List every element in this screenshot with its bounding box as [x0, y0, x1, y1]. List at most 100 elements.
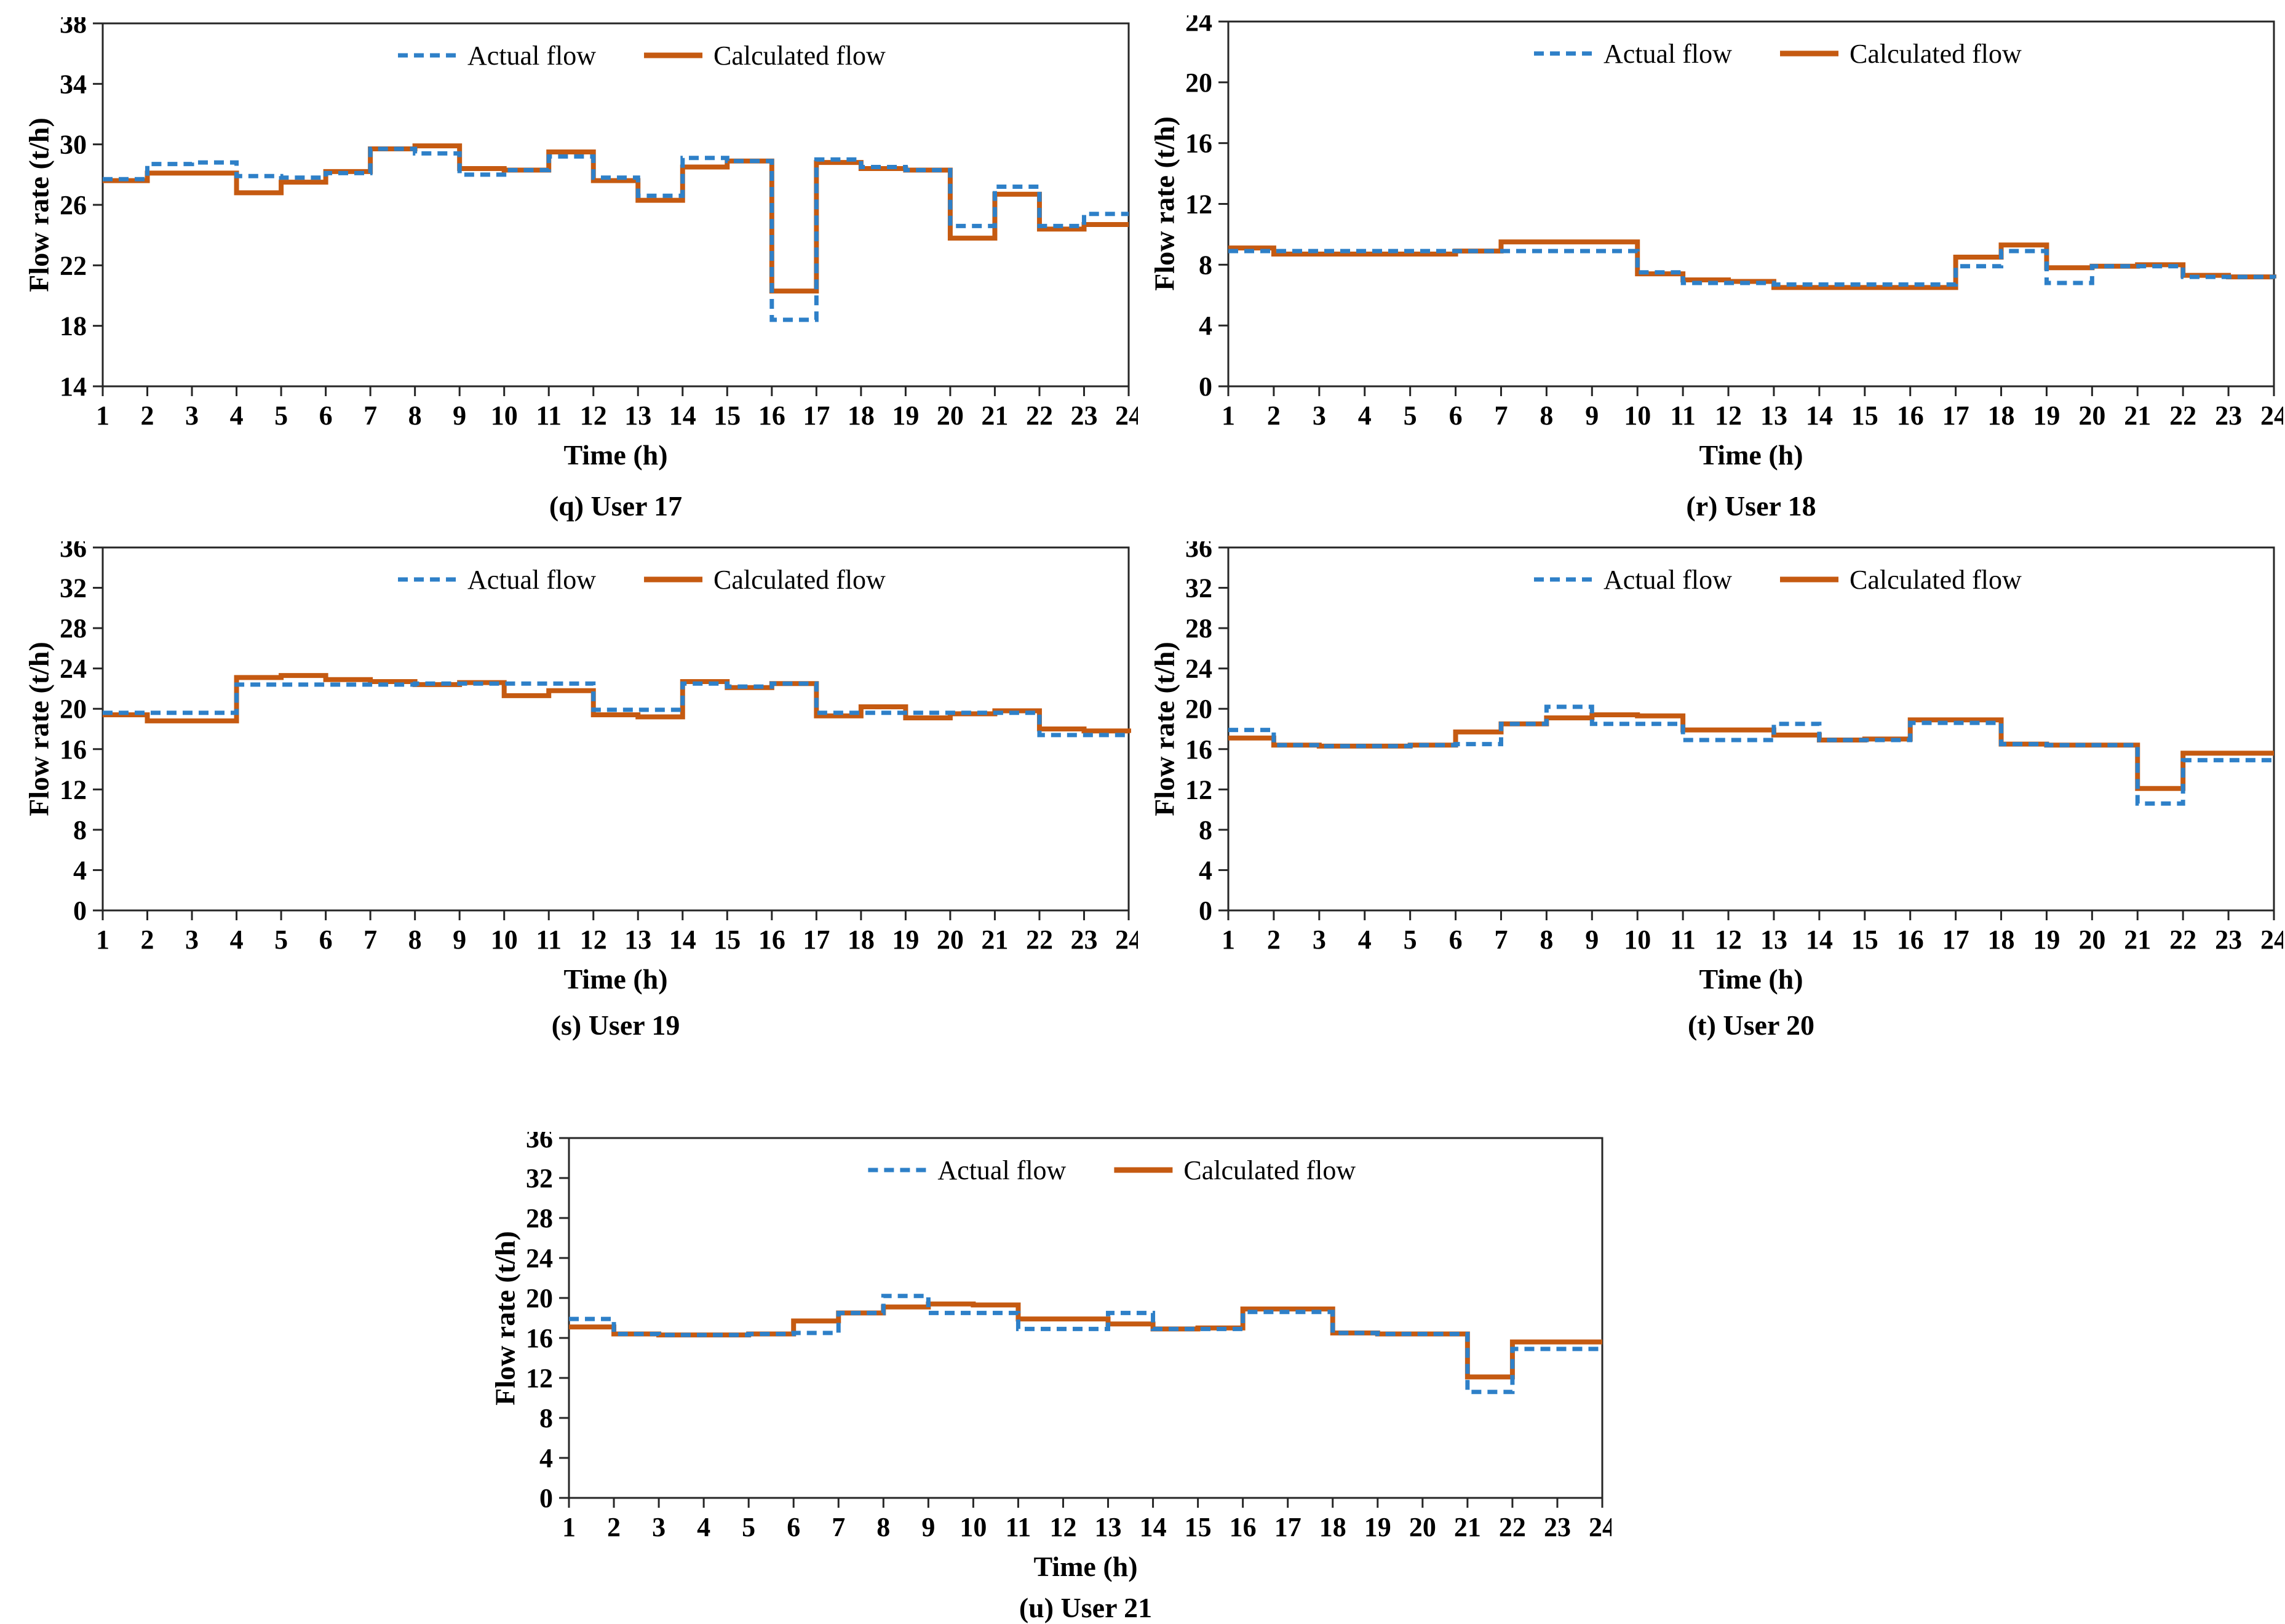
- y-tick-label: 8: [1199, 815, 1212, 845]
- y-tick-label: 20: [1185, 694, 1212, 724]
- x-tick-label: 12: [1715, 400, 1742, 431]
- legend-calculated-label: Calculated flow: [1850, 565, 2022, 595]
- plot-area: [101, 22, 1130, 388]
- x-tick-label: 16: [1897, 925, 1924, 955]
- x-tick-label: 14: [1140, 1512, 1167, 1542]
- x-tick-label: 22: [1026, 925, 1053, 955]
- legend-calculated-label: Calculated flow: [713, 565, 886, 595]
- x-axis-title: Time (h): [563, 439, 668, 471]
- x-axis: 1 2 3 4 5 6 7 8 9 10 11 12 13 14 15 16 17 18 19 20 21 22 23 24: [96, 386, 1138, 431]
- x-tick-label: 18: [1988, 400, 2015, 431]
- x-tick-label: 24: [2260, 400, 2283, 431]
- x-tick-label: 17: [1274, 1512, 1301, 1542]
- x-axis: 1 2 3 4 5 6 7 8 9 10 11 12 13 14 15 16 17 18 19 20 21 22 23 24: [562, 1498, 1611, 1542]
- y-tick-label: 0: [73, 896, 87, 926]
- y-axis: 0 4 8 12 16 20 24 28 32 36: [526, 1132, 569, 1513]
- chart-caption: (t) User 20: [1687, 1009, 1815, 1041]
- x-tick-label: 2: [1267, 400, 1281, 431]
- y-tick-label: 24: [1185, 654, 1212, 684]
- y-tick-label: 0: [539, 1483, 553, 1513]
- x-tick-label: 11: [536, 400, 562, 431]
- x-tick-label: 6: [319, 400, 333, 431]
- x-tick-label: 7: [364, 400, 377, 431]
- x-tick-label: 14: [1806, 925, 1833, 955]
- x-tick-label: 5: [1404, 400, 1417, 431]
- x-tick-label: 6: [319, 925, 333, 955]
- x-tick-label: 13: [1095, 1512, 1122, 1542]
- x-tick-label: 22: [2169, 400, 2196, 431]
- x-tick-label: 12: [580, 400, 607, 431]
- x-tick-label: 20: [937, 400, 964, 431]
- x-tick-label: 15: [1185, 1512, 1212, 1542]
- x-axis: 1 2 3 4 5 6 7 8 9 10 11 12 13 14 15 16 17 18 19 20 21 22 23 24: [1222, 386, 2283, 431]
- actual-flow-line: [1228, 249, 2276, 287]
- x-tick-label: 5: [274, 400, 288, 431]
- chart-user-20: Flow rate (t/h) 0 4 8 12 16 20 24 28 32 36 1 2 3 4 5 6 7…: [1148, 541, 2284, 1041]
- x-tick-label: 1: [1222, 925, 1235, 955]
- y-axis: 0 4 8 12 16 20 24 28 32 36: [60, 541, 103, 926]
- y-tick-label: 4: [73, 855, 87, 885]
- x-axis-title: Time (h): [1033, 1551, 1138, 1582]
- actual-flow-line: [103, 681, 1129, 738]
- x-tick-label: 14: [669, 925, 696, 955]
- chart-caption: (q) User 17: [549, 490, 683, 522]
- x-tick-label: 1: [562, 1512, 576, 1542]
- x-tick-label: 23: [1544, 1512, 1571, 1542]
- y-axis: 0 4 8 12 16 20 24 28 32 36: [1185, 541, 1228, 926]
- x-tick-label: 3: [652, 1512, 666, 1542]
- x-tick-label: 9: [453, 925, 466, 955]
- y-tick-label: 20: [526, 1283, 553, 1313]
- x-tick-label: 4: [1358, 400, 1372, 431]
- x-tick-label: 12: [1049, 1512, 1076, 1542]
- y-tick-label: 36: [1185, 541, 1212, 563]
- x-tick-label: 3: [1313, 400, 1326, 431]
- plot-area: [1227, 20, 2275, 388]
- x-tick-label: 19: [1364, 1512, 1391, 1542]
- y-tick-label: 4: [1199, 311, 1212, 341]
- x-tick-label: 6: [787, 1512, 800, 1542]
- x-tick-label: 18: [1988, 925, 2015, 955]
- x-tick-label: 23: [2215, 400, 2242, 431]
- legend-actual-label: Actual flow: [467, 565, 596, 595]
- x-tick-label: 15: [713, 400, 741, 431]
- chart-user-18: Flow rate (t/h) 0 4 8 12 16 20 24 1 2 3 4 5 6 7 8 9 10 11…: [1148, 15, 2284, 522]
- x-tick-label: 11: [1670, 400, 1696, 431]
- x-tick-label: 4: [230, 925, 244, 955]
- y-axis: 14 18 22 26 30 34 38: [60, 17, 103, 402]
- x-tick-label: 1: [96, 925, 109, 955]
- x-tick-label: 19: [892, 400, 919, 431]
- y-tick-label: 22: [60, 250, 87, 281]
- x-tick-label: 22: [1026, 400, 1053, 431]
- chart-caption: (r) User 18: [1686, 490, 1816, 522]
- x-axis-title: Time (h): [1699, 439, 1803, 471]
- legend-calculated-label: Calculated flow: [713, 41, 886, 71]
- legend: Actual flow Calculated flow: [1534, 39, 2022, 69]
- y-axis-title: Flow rate (t/h): [489, 1231, 521, 1406]
- x-tick-label: 16: [758, 925, 785, 955]
- y-tick-label: 36: [526, 1132, 553, 1153]
- x-tick-label: 21: [1454, 1512, 1481, 1542]
- x-tick-label: 18: [848, 925, 875, 955]
- actual-flow-line: [1228, 704, 2274, 806]
- actual-flow-line: [103, 146, 1129, 322]
- x-tick-label: 2: [141, 400, 154, 431]
- x-tick-label: 5: [742, 1512, 755, 1542]
- x-tick-label: 7: [832, 1512, 845, 1542]
- x-axis: 1 2 3 4 5 6 7 8 9 10 11 12 13 14 15 16 17 18 19 20 21 22 23 24: [96, 910, 1138, 955]
- x-tick-label: 4: [697, 1512, 710, 1542]
- legend-calculated-label: Calculated flow: [1183, 1155, 1356, 1185]
- chart-caption: (u) User 21: [1019, 1592, 1153, 1623]
- x-tick-label: 12: [580, 925, 607, 955]
- x-tick-label: 3: [185, 400, 199, 431]
- y-tick-label: 32: [526, 1163, 553, 1193]
- x-tick-label: 8: [408, 925, 422, 955]
- y-tick-label: 8: [539, 1403, 553, 1433]
- x-tick-label: 17: [803, 400, 830, 431]
- y-tick-label: 36: [60, 541, 87, 563]
- x-tick-label: 2: [1267, 925, 1281, 955]
- plot-area: [101, 546, 1130, 912]
- x-tick-label: 13: [1760, 400, 1787, 431]
- x-tick-label: 24: [1115, 925, 1138, 955]
- x-tick-label: 14: [1806, 400, 1833, 431]
